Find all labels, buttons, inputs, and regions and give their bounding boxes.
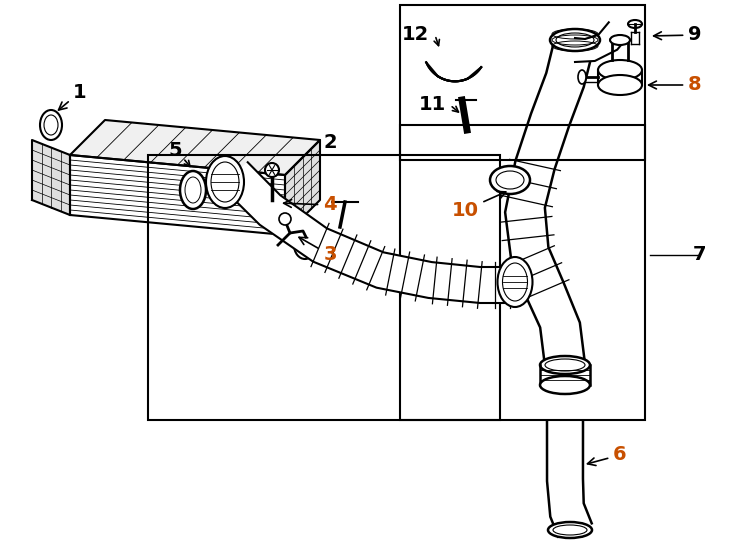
Polygon shape: [426, 63, 482, 82]
Text: 11: 11: [418, 96, 446, 114]
Ellipse shape: [540, 356, 590, 374]
Text: 10: 10: [451, 192, 506, 219]
Ellipse shape: [548, 522, 592, 538]
Polygon shape: [505, 35, 595, 368]
Polygon shape: [70, 155, 285, 235]
Ellipse shape: [628, 20, 642, 28]
Text: 1: 1: [59, 83, 87, 110]
Ellipse shape: [598, 60, 642, 80]
Ellipse shape: [610, 35, 630, 45]
Polygon shape: [70, 120, 320, 175]
Text: 6: 6: [587, 446, 627, 465]
Polygon shape: [222, 163, 510, 303]
Text: 9: 9: [654, 25, 702, 44]
Text: 3: 3: [299, 237, 337, 265]
Text: 7: 7: [693, 246, 707, 265]
Ellipse shape: [498, 257, 532, 307]
Text: 2: 2: [323, 132, 337, 152]
Ellipse shape: [578, 70, 586, 84]
Bar: [400, 5, 645, 160]
Text: 8: 8: [649, 76, 702, 94]
Bar: [148, 155, 500, 420]
Ellipse shape: [40, 110, 62, 140]
Text: 4: 4: [283, 195, 337, 214]
Circle shape: [279, 213, 291, 225]
Ellipse shape: [180, 171, 206, 209]
Polygon shape: [32, 140, 70, 215]
Text: 12: 12: [401, 25, 429, 44]
Ellipse shape: [490, 166, 530, 194]
Bar: [400, 125, 645, 420]
Polygon shape: [285, 140, 320, 235]
Text: 5: 5: [168, 140, 182, 159]
Polygon shape: [575, 22, 628, 62]
Polygon shape: [547, 422, 592, 537]
Ellipse shape: [540, 376, 590, 394]
Ellipse shape: [294, 231, 316, 259]
Ellipse shape: [598, 75, 642, 95]
Circle shape: [265, 163, 279, 177]
Ellipse shape: [206, 156, 244, 208]
Ellipse shape: [550, 29, 600, 51]
